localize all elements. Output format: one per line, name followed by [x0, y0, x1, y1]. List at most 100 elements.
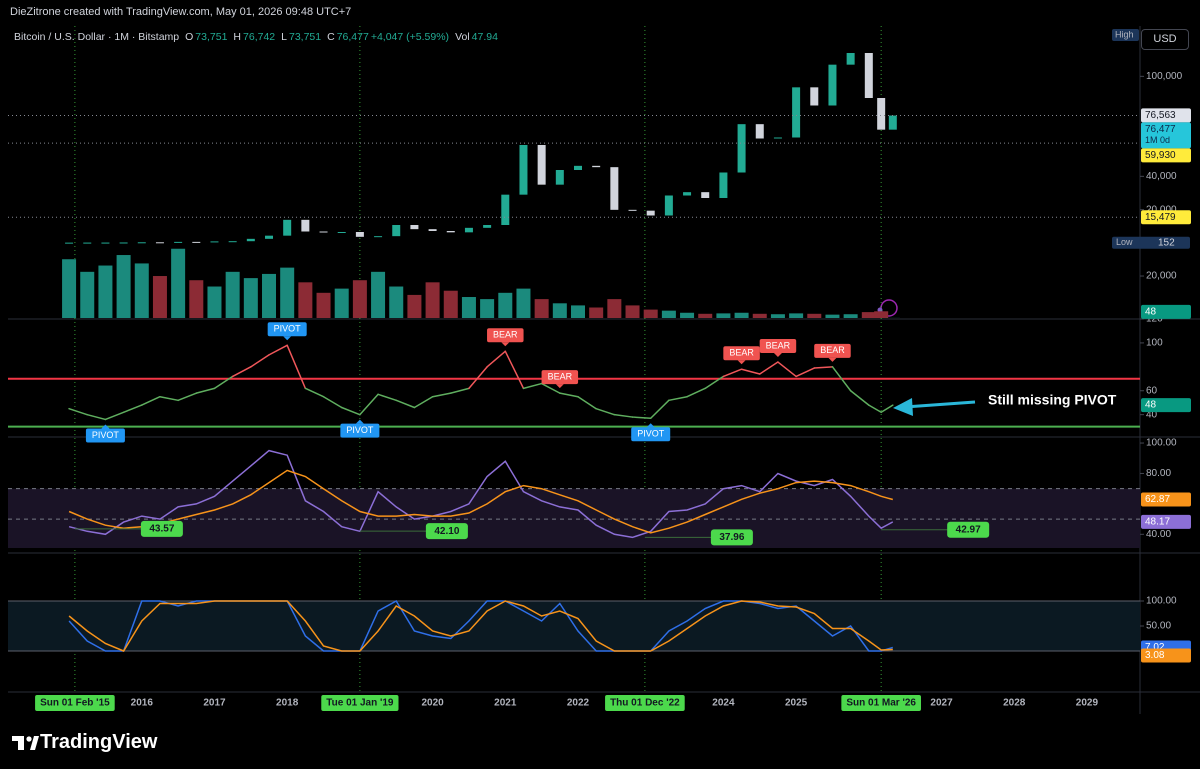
volume-bar	[516, 288, 531, 318]
signal-tag	[541, 370, 579, 385]
volume-bar	[498, 292, 513, 318]
signal-label: BEAR	[493, 330, 518, 340]
low-label: Low	[1116, 237, 1133, 247]
volume-bar	[716, 313, 731, 318]
candle	[828, 64, 837, 106]
axis-badge	[1141, 122, 1191, 149]
volume-bar	[207, 286, 222, 318]
y-tick-label: 50.00	[1146, 621, 1171, 632]
volume-bar	[698, 313, 713, 318]
pivot-line-segment	[413, 395, 434, 409]
signal-tag	[267, 322, 307, 337]
volume-bar	[625, 305, 640, 318]
x-tick-label: 2025	[785, 698, 808, 709]
rsi-line	[68, 449, 894, 539]
pivot-line-segment	[231, 366, 252, 378]
volume-bar	[62, 259, 77, 318]
candle	[83, 242, 92, 244]
axis-badge	[1141, 148, 1191, 163]
signal-label: PIVOT	[92, 430, 120, 440]
ohlc-label: C	[327, 31, 335, 43]
pivot-line-segment	[577, 395, 597, 410]
axis-badge-label: 15,479	[1145, 212, 1176, 223]
volume-bar	[734, 312, 749, 318]
axis-badge-label: 48.17	[1145, 517, 1170, 528]
pivot-line-segment	[595, 407, 616, 416]
volume-bar	[280, 267, 295, 318]
candle	[410, 225, 419, 230]
event-dot	[877, 307, 883, 313]
brand: TradingView	[40, 731, 158, 753]
pivot-line-segment	[268, 344, 288, 356]
signal-tag	[340, 423, 380, 438]
axis-badge	[1141, 304, 1191, 319]
pivot-line-segment	[759, 361, 779, 375]
candle	[301, 219, 310, 232]
volume-bar	[80, 271, 95, 318]
pivot-line-segment	[504, 350, 525, 390]
logo-part	[18, 736, 24, 750]
x-tick-label: 2016	[131, 698, 154, 709]
candle	[337, 232, 346, 233]
x-tick-label: Tue 01 Jan '19	[326, 698, 394, 709]
rsi-band	[8, 488, 1140, 548]
signal-label: PIVOT	[637, 429, 665, 439]
candle	[519, 145, 528, 195]
ohlc-value: 76,477	[336, 31, 369, 43]
candle	[483, 225, 492, 228]
signal-label: BEAR	[548, 372, 573, 382]
volume-bar	[352, 280, 367, 318]
y-tick-label: 20,000	[1146, 204, 1177, 215]
candle	[155, 242, 164, 244]
pivot-line-segment	[813, 366, 834, 369]
y-tick-label: 120	[1146, 314, 1163, 325]
signal-label: BEAR	[766, 340, 791, 350]
y-tick-label: 20,000	[1146, 271, 1177, 282]
signal-pointer	[555, 384, 564, 389]
rsi-pivot-label: 37.96	[719, 532, 744, 543]
symbol: Bitcoin / U.S. Dollar · 1M · Bitstamp	[14, 31, 180, 43]
pivot-line-segment	[377, 393, 397, 402]
volume-bar	[443, 290, 458, 318]
volume-bar	[152, 276, 167, 318]
pivot-line-segment	[122, 404, 143, 414]
volume-bar	[134, 263, 149, 318]
high-tag	[1112, 29, 1139, 41]
signal-pointer	[501, 342, 510, 347]
volume-bar	[98, 265, 113, 318]
volume-bar	[461, 297, 476, 318]
signal-tag	[759, 339, 797, 354]
pivot-line-segment	[880, 404, 894, 414]
candle	[773, 137, 782, 139]
candle	[374, 236, 383, 238]
x-tick-label: 2029	[1076, 698, 1099, 709]
x-tick-highlight	[605, 695, 685, 711]
candle	[888, 115, 897, 130]
pivot-line-segment	[104, 411, 125, 421]
x-tick-label: 2022	[567, 698, 590, 709]
pivot-line-segment	[777, 361, 797, 378]
legend-header: Bitcoin / U.S. Dollar · 1M · Bitstamp O 73…	[14, 31, 498, 43]
volume-bar	[789, 313, 804, 318]
ohlc-label: O	[185, 31, 194, 43]
volume-bar	[116, 255, 131, 318]
candle	[210, 241, 219, 243]
pivot-line-segment	[613, 413, 634, 418]
currency-button[interactable]: USD	[1141, 29, 1189, 50]
rsi-pivot-label: 43.57	[149, 524, 174, 535]
pivot-line-segment	[286, 344, 307, 390]
candle	[283, 219, 292, 236]
y-tick-label: 40,000	[1146, 171, 1177, 182]
pivot-line-segment	[250, 354, 270, 368]
pivot-line-segment	[540, 382, 561, 394]
low-tag	[1112, 236, 1190, 249]
pivot-line-segment	[431, 392, 452, 398]
pivot-line-segment	[740, 368, 761, 375]
y-tick-label: 60	[1146, 385, 1158, 396]
volume-bar	[607, 299, 622, 318]
signal-tag	[631, 427, 671, 442]
signal-tag	[85, 428, 125, 443]
y-tick-label: 100.00	[1146, 596, 1177, 607]
x-tick-label: 2024	[712, 698, 735, 709]
ohlc-label: L	[281, 31, 287, 43]
